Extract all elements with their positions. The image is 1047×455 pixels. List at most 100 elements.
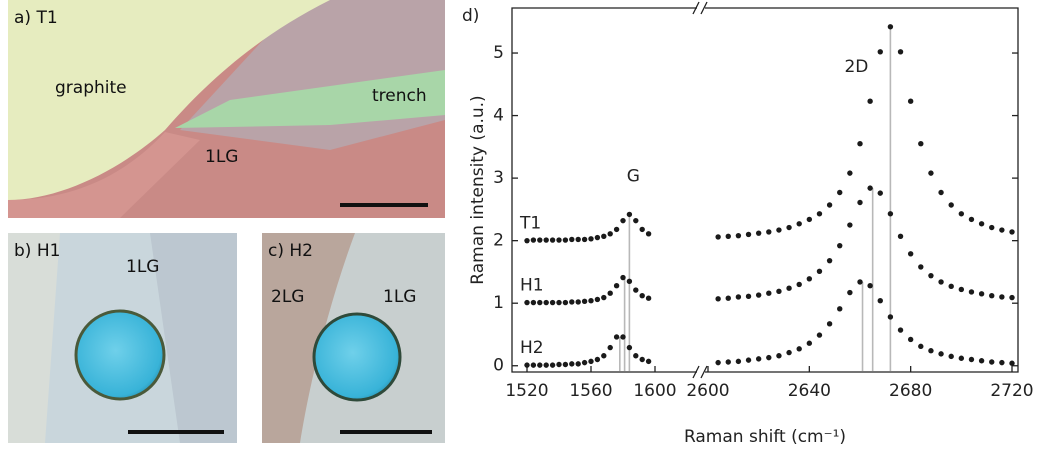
y-axis-label: Raman intensity (a.u.) bbox=[468, 95, 488, 284]
y-tick-label: 3 bbox=[493, 168, 504, 188]
panel-label: b) H1 bbox=[14, 241, 60, 261]
data-point bbox=[867, 185, 873, 191]
series-label: T1 bbox=[519, 214, 541, 234]
data-point bbox=[601, 353, 607, 359]
data-point bbox=[735, 232, 742, 239]
micrograph-c bbox=[262, 233, 445, 443]
data-point bbox=[620, 217, 626, 224]
data-point bbox=[530, 299, 537, 306]
data-point bbox=[755, 356, 762, 362]
x-tick-label: 1560 bbox=[569, 381, 612, 401]
data-point bbox=[796, 281, 802, 288]
annotation: 2D bbox=[844, 57, 868, 77]
y-tick-label: 1 bbox=[493, 293, 504, 313]
region-label: 1LG bbox=[126, 257, 159, 277]
data-point bbox=[999, 294, 1005, 300]
data-point bbox=[569, 299, 575, 305]
data-point bbox=[1009, 360, 1015, 366]
data-point bbox=[613, 282, 620, 289]
data-point bbox=[816, 211, 823, 217]
data-point bbox=[999, 227, 1005, 233]
x-tick-label: 1520 bbox=[505, 381, 548, 401]
data-point bbox=[766, 229, 772, 235]
region-label: graphite bbox=[55, 78, 127, 98]
data-point bbox=[938, 351, 944, 357]
data-point bbox=[537, 299, 543, 306]
data-point bbox=[530, 237, 537, 243]
data-point bbox=[978, 291, 985, 297]
region-label: 1LG bbox=[205, 147, 238, 167]
data-point bbox=[796, 346, 802, 352]
data-point bbox=[857, 199, 863, 206]
data-point bbox=[594, 234, 601, 241]
data-point bbox=[549, 362, 556, 368]
data-point bbox=[745, 357, 752, 363]
data-point bbox=[978, 221, 985, 227]
data-point bbox=[968, 216, 975, 223]
panel-label: a) T1 bbox=[14, 8, 58, 28]
data-point bbox=[776, 353, 782, 359]
data-point bbox=[999, 359, 1005, 366]
data-point bbox=[594, 356, 601, 363]
data-point bbox=[776, 227, 782, 233]
data-point bbox=[887, 314, 894, 320]
micrograph-b bbox=[8, 233, 237, 443]
data-point bbox=[958, 355, 965, 361]
data-point bbox=[897, 49, 904, 55]
data-point bbox=[837, 189, 843, 196]
data-point bbox=[575, 299, 581, 305]
data-point bbox=[776, 288, 782, 295]
data-point bbox=[639, 356, 645, 363]
data-point bbox=[588, 298, 594, 304]
x-tick-label: 2600 bbox=[686, 381, 729, 401]
data-point bbox=[989, 292, 995, 299]
data-point bbox=[543, 237, 549, 243]
data-point bbox=[562, 361, 569, 368]
data-point bbox=[847, 170, 853, 176]
data-point bbox=[581, 298, 588, 305]
data-point bbox=[735, 294, 742, 300]
data-point bbox=[786, 349, 792, 356]
data-point bbox=[575, 361, 581, 367]
data-point bbox=[735, 358, 742, 365]
data-point bbox=[948, 353, 954, 360]
data-point bbox=[581, 236, 588, 243]
micrograph-a bbox=[8, 0, 445, 218]
data-point bbox=[626, 211, 633, 218]
data-point bbox=[806, 216, 813, 223]
data-point bbox=[948, 202, 954, 208]
data-point bbox=[715, 234, 721, 240]
data-point bbox=[537, 362, 543, 368]
data-point bbox=[826, 257, 833, 264]
data-point bbox=[867, 98, 873, 104]
series-label: H2 bbox=[520, 338, 544, 358]
data-point bbox=[607, 344, 613, 351]
data-point bbox=[607, 231, 613, 237]
data-point bbox=[556, 361, 562, 368]
data-point bbox=[581, 359, 588, 366]
data-point bbox=[725, 295, 731, 301]
data-point bbox=[755, 230, 762, 236]
data-point bbox=[958, 211, 965, 217]
data-point bbox=[887, 211, 894, 217]
data-point bbox=[639, 292, 645, 299]
data-point bbox=[745, 231, 752, 238]
axis-break bbox=[692, 1, 708, 15]
x-tick-label: 2720 bbox=[990, 381, 1033, 401]
data-point bbox=[1009, 229, 1015, 235]
data-point bbox=[620, 274, 626, 281]
y-tick-label: 5 bbox=[493, 43, 504, 63]
data-point bbox=[645, 295, 652, 301]
region-label: 2LG bbox=[271, 287, 304, 307]
data-point bbox=[607, 290, 613, 296]
data-point bbox=[613, 226, 620, 233]
data-point bbox=[537, 237, 543, 243]
data-point bbox=[786, 224, 792, 231]
data-point bbox=[877, 190, 883, 196]
data-point bbox=[575, 236, 581, 243]
axis-break bbox=[692, 365, 708, 379]
data-point bbox=[524, 362, 530, 368]
data-point bbox=[796, 221, 802, 227]
data-point bbox=[594, 296, 601, 303]
